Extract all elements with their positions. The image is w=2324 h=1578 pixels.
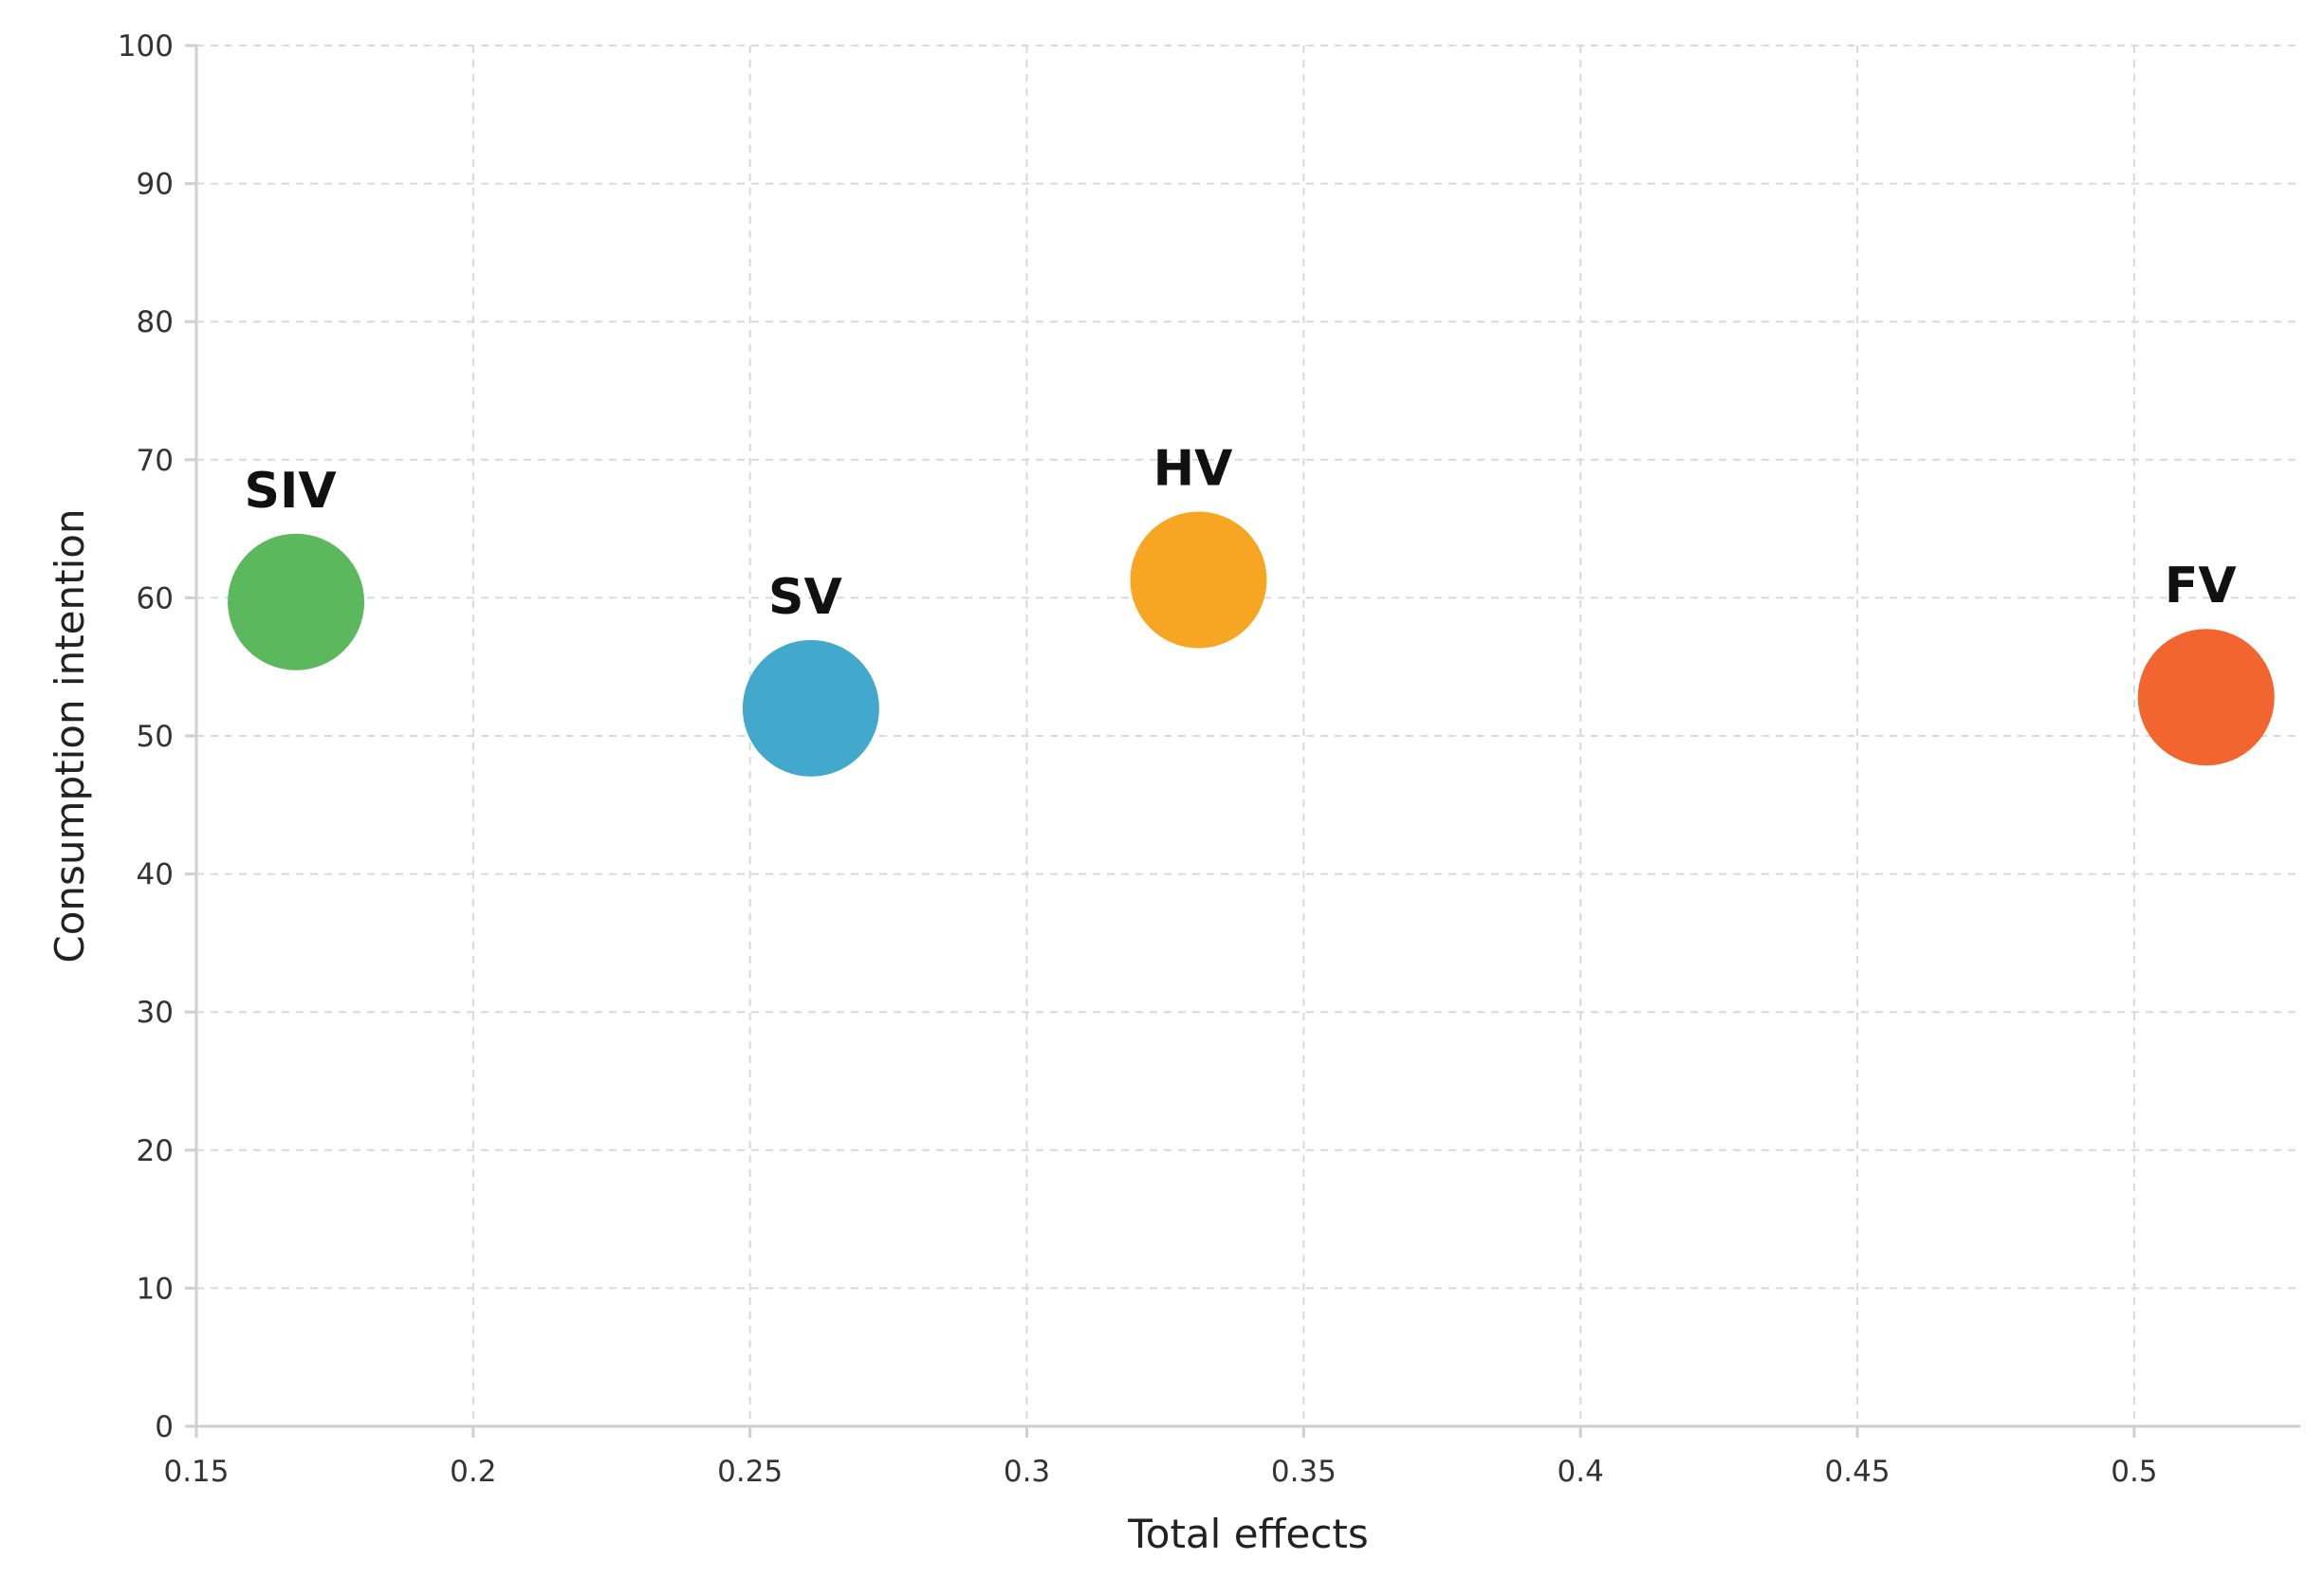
x-tick-label: 0.35 [1271,1455,1337,1489]
y-tick-label: 90 [137,168,174,202]
bubble-siv [228,533,365,670]
bubble-label-siv: SIV [245,463,337,520]
y-tick-label: 70 [137,444,174,478]
y-tick-label: 20 [137,1134,174,1168]
x-axis-title: Total effects [1127,1511,1369,1557]
y-axis-title: Consumption intention [46,508,93,963]
y-tick-label: 60 [137,581,174,615]
x-tick-label: 0.25 [717,1455,783,1489]
bubble-sv [742,639,879,777]
x-tick-label: 0.5 [2111,1455,2157,1489]
tick-layer: 0 10 20 30 40 50 60 70 80 90 100 0.15 0.2 0.25 0.3 0.35… [118,29,2158,1489]
y-tick-label: 10 [137,1272,174,1306]
x-tick-label: 0.3 [1004,1455,1050,1489]
bubble-layer: SIV SV HV FV [228,440,2275,777]
y-tick-label: 80 [137,305,174,339]
bubble-hv [1130,511,1267,649]
bubble-label-sv: SV [768,569,842,626]
x-tick-label: 0.15 [163,1455,229,1489]
y-tick-label: 50 [137,720,174,754]
bubble-label-fv: FV [2165,558,2237,615]
x-tick-label: 0.45 [1825,1455,1891,1489]
x-tick-label: 0.4 [1558,1455,1604,1489]
y-tick-label: 0 [155,1410,174,1444]
y-tick-label: 30 [137,996,174,1030]
y-tick-label: 40 [137,858,174,892]
bubble-label-hv: HV [1153,440,1233,497]
grid-layer [196,45,2300,1426]
y-tick-label: 100 [118,29,174,64]
x-tick-label: 0.2 [450,1455,496,1489]
bubble-fv [2137,629,2275,766]
